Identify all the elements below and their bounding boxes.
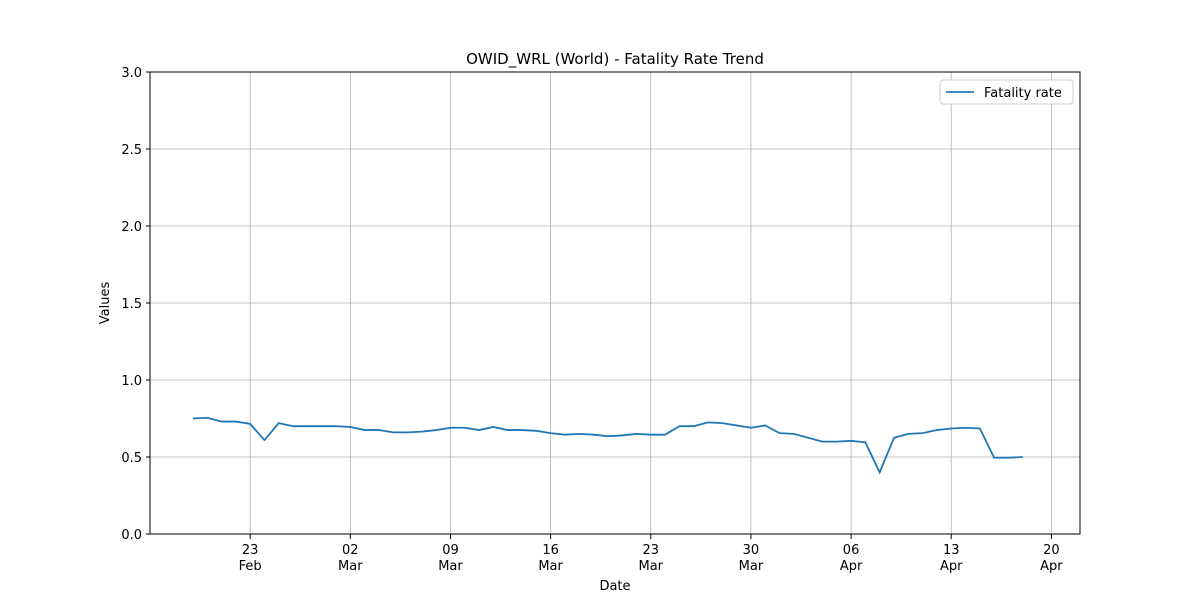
x-tick-label: 23 Feb [239,543,262,574]
y-tick-label: 0.0 [121,528,142,543]
x-tick-label: 06 Apr [840,543,863,574]
x-tick-label: 23 Mar [639,543,664,574]
x-tick-label: 30 Mar [739,543,764,574]
x-tick-label: 02 Mar [338,543,363,574]
y-tick-label: 3.0 [121,66,142,81]
y-tick-label: 0.5 [121,451,142,466]
legend-box [939,79,1074,105]
x-tick-label: 13 Apr [940,543,963,574]
legend-label: Fatality rate [984,86,1062,101]
x-tick-label: 20 Apr [1040,543,1063,574]
plot-frame [149,71,1081,535]
chart-title: OWID_WRL (World) - Fatality Rate Trend [466,50,764,69]
y-tick-label: 1.0 [121,374,142,389]
y-axis-label: Values [98,282,113,325]
x-tick-label: 09 Mar [438,543,463,574]
data-line [192,416,1023,475]
y-tick-label: 1.5 [121,297,142,312]
x-tick-label: 16 Mar [538,543,563,574]
y-tick-label: 2.5 [121,143,142,158]
x-axis-label: Date [599,579,630,594]
y-tick-label: 2.0 [121,220,142,235]
